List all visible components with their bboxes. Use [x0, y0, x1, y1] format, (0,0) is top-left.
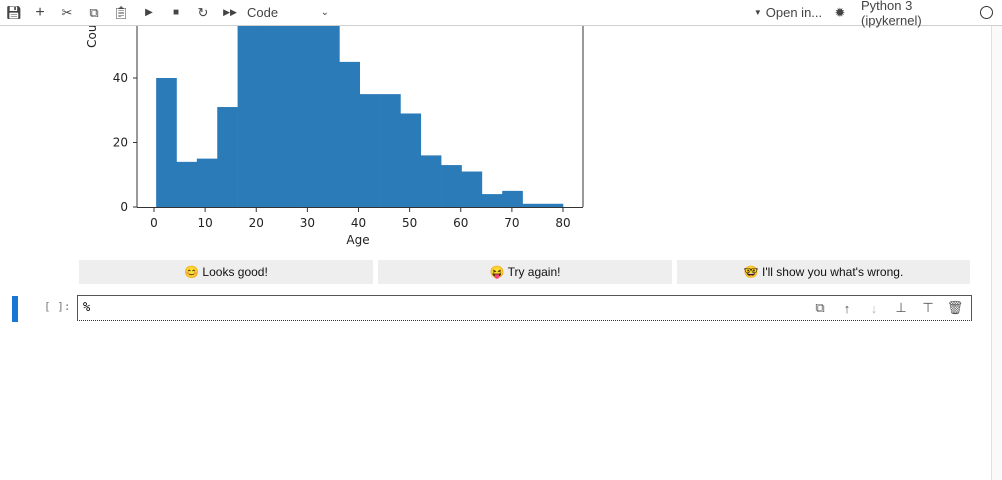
y-axis-label: Count	[85, 26, 99, 48]
cell-type-label: Code	[247, 5, 279, 20]
show-whats-wrong-button[interactable]: 🤓 I'll show you what's wrong.	[677, 260, 970, 284]
x-tick-label: 20	[249, 216, 264, 230]
code-text[interactable]: %	[83, 300, 91, 314]
copy-icon[interactable]: ⧉	[89, 4, 99, 20]
histogram-bar	[420, 155, 442, 207]
x-tick-label: 40	[351, 216, 366, 230]
paste-icon[interactable]: 📋︎	[112, 4, 130, 20]
histogram-chart: 0 10 20 30 40 50 60 70 80 0 20 40 Age Count	[85, 26, 584, 247]
y-tick-label: 0	[120, 200, 128, 214]
y-tick-label: 40	[113, 71, 128, 85]
duplicate-cell-icon[interactable]: ⧉	[815, 300, 825, 315]
notebook-panel: 0 10 20 30 40 50 60 70 80 0 20 40 Age Count 😊 Look…	[0, 26, 990, 480]
histogram-bar	[196, 158, 218, 207]
move-up-icon[interactable]: ↑	[843, 300, 851, 316]
cut-icon[interactable]: ✂	[61, 4, 73, 20]
scrollbar[interactable]	[991, 26, 1002, 480]
x-axis-label: Age	[346, 233, 369, 247]
histogram-bar	[400, 113, 422, 207]
kernel-status-icon	[979, 0, 993, 25]
histogram-bar	[217, 107, 238, 207]
run-icon[interactable]: ▶	[145, 7, 153, 18]
x-tick-label: 0	[150, 216, 158, 230]
histogram-bar	[156, 78, 177, 207]
x-tick-label: 10	[197, 216, 212, 230]
histogram-bar	[278, 26, 299, 207]
delete-cell-icon[interactable]: 🗑︎	[946, 300, 964, 315]
open-in-button[interactable]: ▼ Open in...	[752, 0, 824, 25]
debugger-icon[interactable]: ✹	[834, 4, 846, 20]
cell-type-select[interactable]: Code ⌄	[247, 0, 329, 25]
insert-above-icon[interactable]: ⊥	[895, 300, 907, 315]
move-down-icon[interactable]: ↓	[870, 300, 878, 316]
histogram-bar	[461, 171, 483, 207]
x-tick-label: 30	[300, 216, 315, 230]
open-in-label: Open in...	[765, 5, 823, 20]
y-tick-label: 20	[113, 136, 128, 150]
histogram-bar	[481, 194, 503, 207]
histogram-bar	[176, 161, 198, 207]
histogram-bar	[318, 26, 340, 208]
x-tick-label: 70	[504, 216, 519, 230]
x-tick-label: 50	[402, 216, 417, 230]
histogram-bar	[441, 165, 462, 207]
histogram-bar	[257, 26, 279, 207]
histogram-bar	[522, 203, 544, 207]
try-again-button[interactable]: 😝 Try again!	[378, 260, 672, 284]
save-icon[interactable]: 💾︎	[5, 4, 23, 20]
x-tick-label: 60	[453, 216, 468, 230]
stop-icon[interactable]: ■	[172, 7, 180, 18]
histogram-bar	[339, 61, 361, 207]
looks-good-button[interactable]: 😊 Looks good!	[79, 260, 373, 284]
add-cell-icon[interactable]: +	[35, 3, 45, 21]
histogram-bar	[502, 190, 523, 207]
restart-icon[interactable]: ↻	[197, 4, 209, 20]
notebook-toolbar: 💾︎ + ✂ ⧉ 📋︎ ▶ ■ ↻ ▶▶ Code ⌄ ▼ Open in...…	[0, 0, 1002, 28]
histogram-bar	[237, 26, 259, 207]
histogram-bar	[380, 94, 401, 207]
histogram-bar	[542, 203, 564, 207]
active-cell-indicator	[12, 296, 18, 322]
run-all-icon[interactable]: ▶▶	[223, 7, 237, 17]
kernel-name[interactable]: Python 3 (ipykernel)	[861, 0, 922, 28]
code-cell-editor[interactable]: % ⧉ ↑ ↓ ⊥ ⊤ 🗑︎	[77, 295, 972, 321]
chevron-down-icon: ⌄	[320, 7, 329, 18]
x-tick-label: 80	[555, 216, 570, 230]
cell-prompt: [ ]:	[44, 300, 71, 313]
insert-below-icon[interactable]: ⊤	[922, 300, 934, 315]
histogram-bar	[359, 94, 381, 207]
histogram-bar	[298, 26, 320, 207]
caret-down-icon: ▼	[753, 8, 762, 17]
